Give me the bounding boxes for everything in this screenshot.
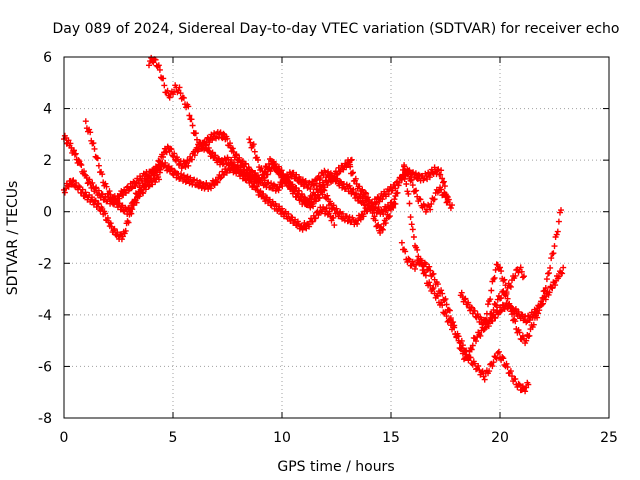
y-tick-label: -4 bbox=[38, 308, 52, 324]
series-track-8 bbox=[398, 239, 532, 395]
x-tick-label: 5 bbox=[169, 430, 178, 446]
x-tick-label: 10 bbox=[273, 430, 291, 446]
y-tick-label: -6 bbox=[38, 359, 52, 375]
series-track-6 bbox=[344, 159, 455, 236]
x-tick-label: 0 bbox=[60, 430, 69, 446]
y-tick-label: 4 bbox=[43, 102, 52, 118]
y-tick-label: 0 bbox=[43, 205, 52, 221]
data-points bbox=[61, 54, 567, 395]
x-tick-label: 20 bbox=[491, 430, 509, 446]
y-tick-label: 6 bbox=[43, 50, 52, 66]
y-axis-label: SDTVAR / TECUs bbox=[5, 181, 21, 296]
y-tick-label: 2 bbox=[43, 153, 52, 169]
data-point-markers bbox=[457, 264, 567, 331]
data-point-markers bbox=[82, 118, 163, 217]
series-track-7 bbox=[401, 163, 564, 363]
plot-frame bbox=[63, 56, 610, 419]
data-point-markers bbox=[401, 163, 564, 363]
series-track-3 bbox=[82, 118, 163, 217]
chart-title: Day 089 of 2024, Sidereal Day-to-day VTE… bbox=[53, 21, 620, 37]
data-point-markers bbox=[481, 261, 527, 324]
data-point-markers bbox=[344, 159, 455, 236]
y-tick-label: -8 bbox=[38, 411, 52, 427]
data-point-markers bbox=[246, 136, 451, 228]
series-track-9 bbox=[457, 264, 567, 331]
grid-lines bbox=[64, 57, 609, 418]
x-axis-label: GPS time / hours bbox=[277, 459, 394, 475]
axes: 0 5 10 15 20 25 -8 -6 -4 -2 0 2 4 6 bbox=[38, 50, 618, 446]
x-tick-label: 25 bbox=[600, 430, 618, 446]
series-track-10 bbox=[481, 261, 527, 324]
x-tick-label: 15 bbox=[382, 430, 400, 446]
y-tick-label: -2 bbox=[38, 256, 52, 272]
series-track-5 bbox=[246, 136, 451, 228]
data-point-markers bbox=[398, 239, 532, 395]
